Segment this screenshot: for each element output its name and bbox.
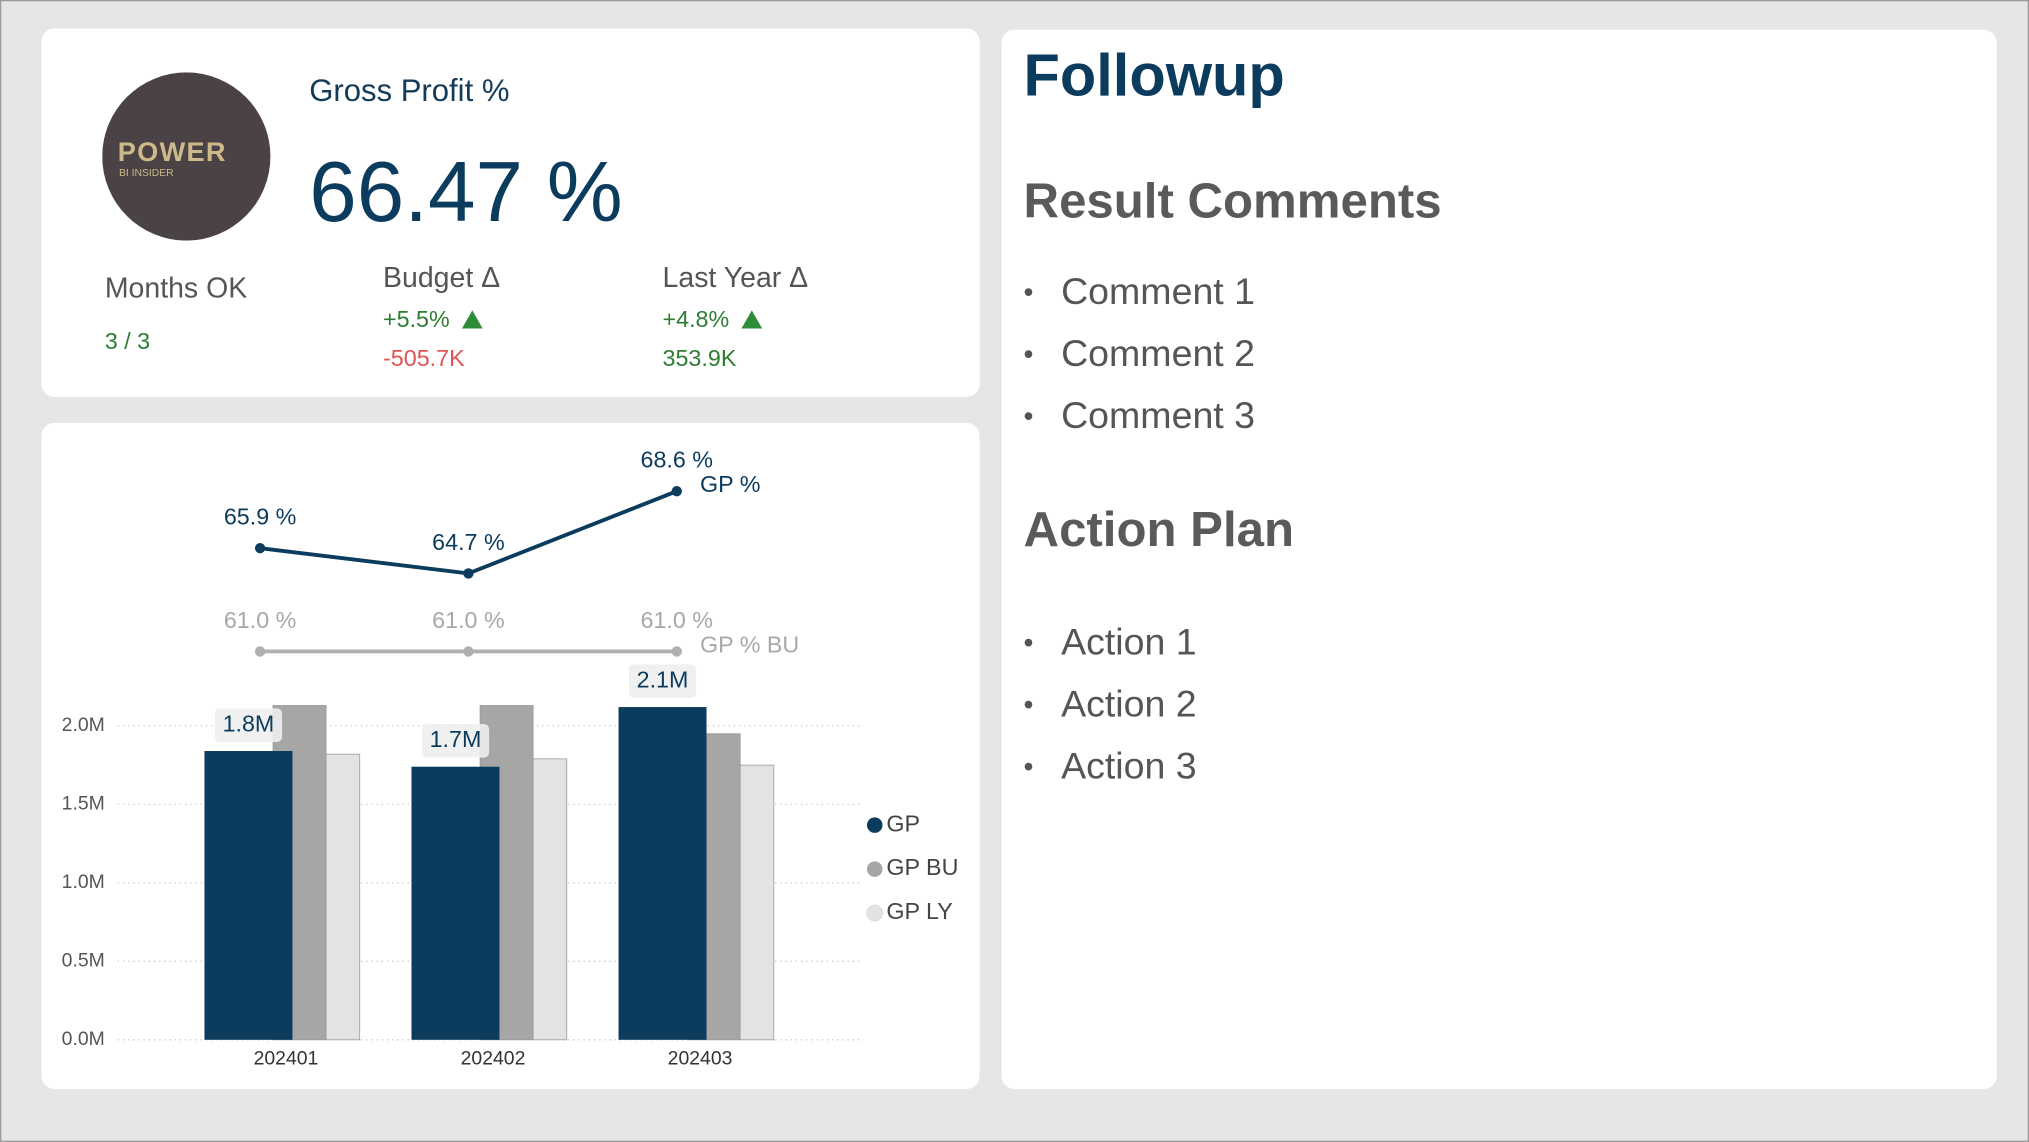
data-label: 1.8M: [223, 710, 275, 736]
section-heading: Result Comments: [1023, 174, 1442, 229]
logo-title: POWER: [118, 136, 227, 167]
budget-delta-percent: +5.5%: [383, 306, 450, 333]
last-year-delta-percent: +4.8%: [662, 306, 730, 333]
y-tick-label: 2.0M: [62, 714, 105, 736]
label-background: [421, 724, 490, 758]
bar: [325, 753, 361, 1041]
kpi-title: Gross Profit %: [309, 73, 510, 109]
data-label: 68.6 %: [641, 447, 713, 473]
data-label: 64.7 %: [432, 529, 504, 555]
budget-delta-amount: -505.7K: [383, 345, 465, 372]
point-marker: [463, 646, 474, 657]
action-item: Action 3: [1024, 748, 1197, 787]
comment-item: Comment 2: [1024, 336, 1255, 374]
legend-marker: [866, 861, 883, 877]
logo: POWER BI INSIDER: [102, 72, 271, 241]
last-year-delta-amount: 353.9K: [662, 345, 737, 372]
data-label: 2.1M: [637, 666, 689, 692]
y-tick-label: 1.0M: [62, 871, 105, 893]
comment-item: Comment 1: [1024, 274, 1255, 312]
up-arrow: [461, 310, 483, 329]
comment-item: Comment 3: [1024, 398, 1255, 436]
months-ok-value: 3 / 3: [104, 328, 151, 355]
bar: [739, 764, 775, 1041]
bar: [532, 758, 568, 1041]
data-label: 1.7M: [430, 726, 482, 752]
legend-label: GP BU: [886, 854, 958, 880]
legend-label: GP LY: [886, 898, 952, 924]
logo-circle: [102, 72, 271, 241]
logo-subtitle: BI INSIDER: [119, 168, 174, 179]
bar: [618, 707, 707, 1040]
data-label: 61.0 %: [432, 607, 504, 633]
label-background: [628, 664, 697, 699]
data-label: 61.0 %: [641, 607, 713, 633]
x-tick-label: 202403: [668, 1047, 733, 1069]
last-year-delta-label: Last Year Δ: [662, 261, 809, 294]
up-arrow: [741, 310, 763, 329]
point-marker: [671, 646, 682, 657]
action-item: Action 2: [1024, 686, 1197, 725]
x-tick-label: 202402: [461, 1047, 526, 1069]
y-tick-label: 0.0M: [62, 1028, 105, 1050]
kpi-value: 66.47 %: [309, 143, 623, 240]
action-item: Action 1: [1024, 624, 1197, 663]
series-label: GP % BU: [700, 631, 799, 657]
data-label: 61.0 %: [224, 607, 296, 633]
y-tick-label: 1.5M: [62, 793, 105, 815]
months-ok-label: Months OK: [104, 271, 248, 304]
bar: [204, 751, 293, 1040]
x-tick-label: 202401: [254, 1047, 319, 1069]
point-marker: [671, 486, 682, 497]
legend-label: GP: [886, 810, 920, 836]
series-label: GP %: [700, 471, 760, 497]
label-background: [214, 708, 283, 742]
bar: [411, 766, 500, 1040]
point-marker: [254, 646, 266, 657]
chart: 0.0M 0.5M 1.0M 1.5M 2.0M 202401 1.8M 202402 1.7M…: [62, 447, 959, 1070]
section-heading: Action Plan: [1023, 503, 1295, 558]
budget-delta-label: Budget Δ: [383, 261, 501, 294]
legend-marker: [866, 817, 883, 833]
followup-card: [1001, 29, 1997, 1089]
point-marker: [254, 542, 266, 554]
legend-marker: [866, 904, 884, 922]
y-tick-label: 0.5M: [62, 949, 105, 971]
followup-title: Followup: [1023, 41, 1285, 109]
data-label: 65.9 %: [224, 504, 296, 530]
point-marker: [463, 568, 474, 579]
